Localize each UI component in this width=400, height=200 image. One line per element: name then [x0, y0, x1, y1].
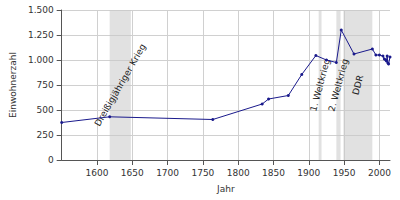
svg-text:1850: 1850	[262, 168, 285, 178]
svg-text:1. Weltkrieg: 1. Weltkrieg	[308, 57, 332, 113]
svg-text:Einwohnerzahl: Einwohnerzahl	[8, 52, 18, 118]
svg-text:1.000: 1.000	[28, 55, 54, 65]
svg-text:250: 250	[36, 130, 53, 140]
svg-text:1800: 1800	[227, 168, 250, 178]
svg-text:2000: 2000	[368, 168, 391, 178]
svg-text:1900: 1900	[297, 168, 320, 178]
svg-text:1.250: 1.250	[28, 30, 54, 40]
svg-text:1600: 1600	[86, 168, 109, 178]
svg-text:2. Weltkrieg: 2. Weltkrieg	[327, 58, 351, 113]
svg-text:1650: 1650	[121, 168, 144, 178]
svg-text:750: 750	[36, 80, 53, 90]
svg-text:1950: 1950	[333, 168, 356, 178]
svg-text:1700: 1700	[156, 168, 179, 178]
svg-text:1750: 1750	[191, 168, 214, 178]
svg-text:Jahr: Jahr	[216, 184, 235, 194]
svg-text:0: 0	[48, 155, 54, 165]
svg-text:DDR: DDR	[350, 74, 365, 96]
svg-text:500: 500	[36, 105, 53, 115]
svg-text:1.500: 1.500	[28, 5, 54, 15]
svg-text:Dreißigjähriger Krieg: Dreißigjähriger Krieg	[93, 42, 148, 128]
